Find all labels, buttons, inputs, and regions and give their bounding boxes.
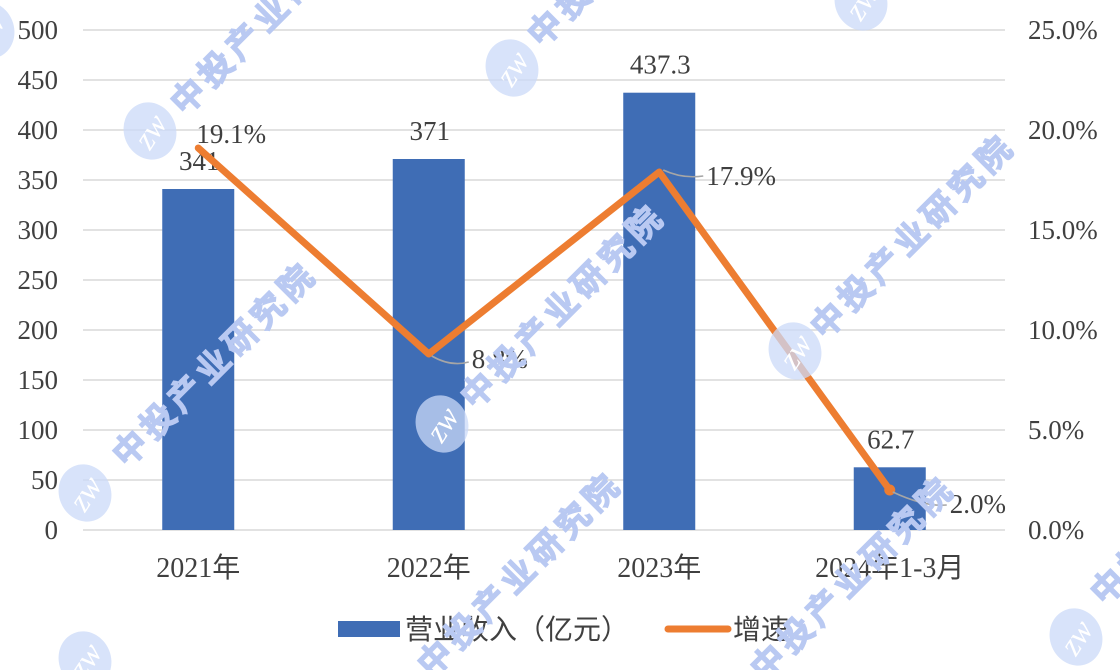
y-axis-right-tick-label: 25.0%	[1028, 15, 1098, 45]
y-axis-left-tick-label: 50	[31, 465, 58, 495]
x-axis-label: 2023年	[617, 552, 701, 584]
y-axis-right-tick-label: 5.0%	[1028, 415, 1084, 445]
bar-2023年	[623, 92, 696, 530]
y-axis-left-tick-label: 100	[18, 415, 59, 445]
y-axis-left-tick-label: 250	[18, 265, 59, 295]
x-axis-label: 2021年	[156, 552, 240, 584]
y-axis-left-tick-label: 150	[18, 365, 59, 395]
data-label-leader-line	[431, 355, 469, 365]
legend-label-growth: 增速	[733, 614, 789, 646]
bar-value-label: 437.3	[630, 50, 691, 80]
bar-value-label: 62.7	[867, 424, 914, 454]
x-axis-label: 2024年1-3月	[815, 552, 964, 584]
growth-point-label: 8.8%	[472, 344, 528, 374]
data-label-leader-line	[892, 491, 947, 507]
bar-value-label: 371	[410, 116, 451, 146]
x-axis-label: 2022年	[387, 552, 471, 584]
growth-point-label: 19.1%	[196, 119, 266, 149]
growth-line-end-marker	[884, 484, 896, 496]
bar-2024年1-3月	[853, 467, 926, 530]
data-label-leader-line	[662, 169, 704, 178]
y-axis-left-tick-label: 350	[18, 165, 59, 195]
growth-point-label: 2.0%	[950, 489, 1006, 519]
legend-swatch-revenue	[338, 621, 400, 637]
y-axis-right-tick-label: 10.0%	[1028, 315, 1098, 345]
y-axis-left-tick-label: 0	[45, 515, 59, 545]
bar-2022年	[392, 159, 465, 530]
legend-label-revenue: 营业收入（亿元）	[405, 614, 629, 646]
growth-line	[194, 144, 894, 494]
bar-2021年	[162, 189, 235, 530]
growth-point-label: 17.9%	[706, 161, 776, 191]
y-axis-left-tick-label: 500	[18, 15, 59, 45]
y-axis-left-tick-label: 300	[18, 215, 59, 245]
y-axis-left-tick-label: 450	[18, 65, 59, 95]
y-axis-right-tick-label: 20.0%	[1028, 115, 1098, 145]
y-axis-left-tick-label: 200	[18, 315, 59, 345]
y-axis-right-tick-label: 15.0%	[1028, 215, 1098, 245]
y-axis-left-tick-label: 400	[18, 115, 59, 145]
y-axis-right-tick-label: 0.0%	[1028, 515, 1084, 545]
